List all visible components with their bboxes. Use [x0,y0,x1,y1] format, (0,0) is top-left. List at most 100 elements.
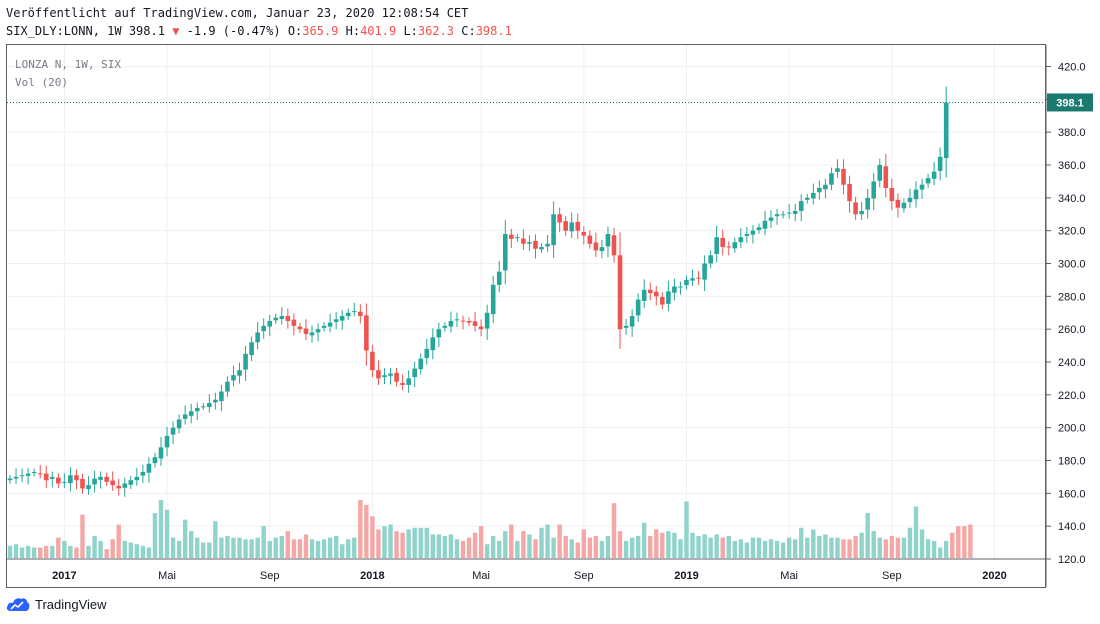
tradingview-cloud-icon [6,598,30,611]
volume-bar [491,536,496,558]
volume-bar [412,527,417,558]
candle-body [339,316,345,321]
candle-body [575,221,581,231]
chart-legend: LONZA N, 1W, SIX Vol (20) [15,56,121,92]
candle-body [653,291,659,297]
volume-bar [7,545,13,558]
volume-bar [68,545,73,558]
candle-body [829,173,834,185]
price-tick-label: 160.0 [1058,488,1086,500]
candle-body [80,478,85,489]
price-change: -1.9 (-0.47%) [186,24,281,38]
volume-bar [895,537,901,558]
volume-bar [678,539,683,558]
candle-body [617,255,623,330]
candle-body [146,463,152,473]
candle-body [714,237,719,254]
volume-bar [38,547,43,558]
candle-body [889,187,895,202]
volume-bar [714,534,719,558]
volume-bar [617,531,623,558]
candle-body [672,286,677,293]
volume-bar [859,532,864,558]
volume-bar [364,504,369,558]
candle-body [376,370,381,379]
last-price: 398.1 [128,24,165,38]
volume-bar [382,526,387,558]
volume-bar [219,537,224,558]
candle-body [122,483,128,488]
candle-body [545,243,550,247]
candle-body [92,478,97,485]
candle-body [207,403,212,407]
candle-body [454,319,460,321]
volume-bar [176,540,182,558]
volume-bar [569,539,574,558]
open-label: O: [287,24,303,38]
candle-body [853,202,858,215]
volume-bar [611,503,617,558]
volume-bar [527,534,532,558]
candle-body [811,192,816,199]
candle-body [273,317,279,321]
volume-bar [889,536,895,558]
high-value: 401.9 [360,24,397,38]
volume-bar [116,524,121,558]
price-axis[interactable] [1046,44,1100,559]
volume-bar [122,540,127,558]
volume-bar [962,526,967,558]
low-value: 362.3 [417,24,455,38]
tradingview-logo[interactable]: TradingView [6,596,107,612]
volume-bar [333,536,339,558]
volume-bar [708,537,713,558]
volume-bar [340,544,345,558]
volume-bar [793,539,798,558]
volume-bar [315,540,321,558]
volume-bar [720,537,725,558]
candle-body [303,328,309,335]
volume-bar [424,527,429,558]
candle-body [394,372,399,382]
candle-body [279,316,285,319]
candle-body [225,381,230,392]
volume-bar [738,539,744,558]
volume-bar [883,539,888,558]
last-price-tag [1047,93,1093,112]
candle-body [86,485,91,490]
price-tick-label: 280.0 [1058,291,1086,303]
candle-body [593,242,599,251]
candle-body [213,399,218,403]
brand-name: TradingView [35,596,107,612]
candle-body [629,316,635,327]
volume-bar [605,536,611,558]
candle-body [219,391,224,402]
volume-bar [539,527,544,558]
volume-bar [25,545,31,558]
legend-title: LONZA N, 1W, SIX [15,58,121,71]
volume-bar [442,536,448,558]
candle-body [847,184,852,202]
volume-bar [267,540,272,558]
candle-body [937,156,943,171]
candle-body [768,217,774,221]
candle-body [424,348,430,359]
candle-body [515,237,520,239]
price-tick-label: 220.0 [1058,390,1086,402]
volume-bar [261,526,266,558]
volume-bar [86,545,91,558]
candle-body [871,181,877,199]
candle-body [895,199,901,208]
candle-body [188,411,194,416]
volume-bar [285,531,291,558]
candle-body [817,187,822,193]
down-arrow-icon: ▼ [172,24,180,38]
volume-bar [158,499,164,558]
candle-body [200,406,206,408]
candle-body [19,475,25,477]
volume-bar [430,534,435,558]
candle-body [351,311,357,313]
volume-bar [823,534,828,558]
candle-body [859,210,864,215]
volume-bar [666,531,671,558]
